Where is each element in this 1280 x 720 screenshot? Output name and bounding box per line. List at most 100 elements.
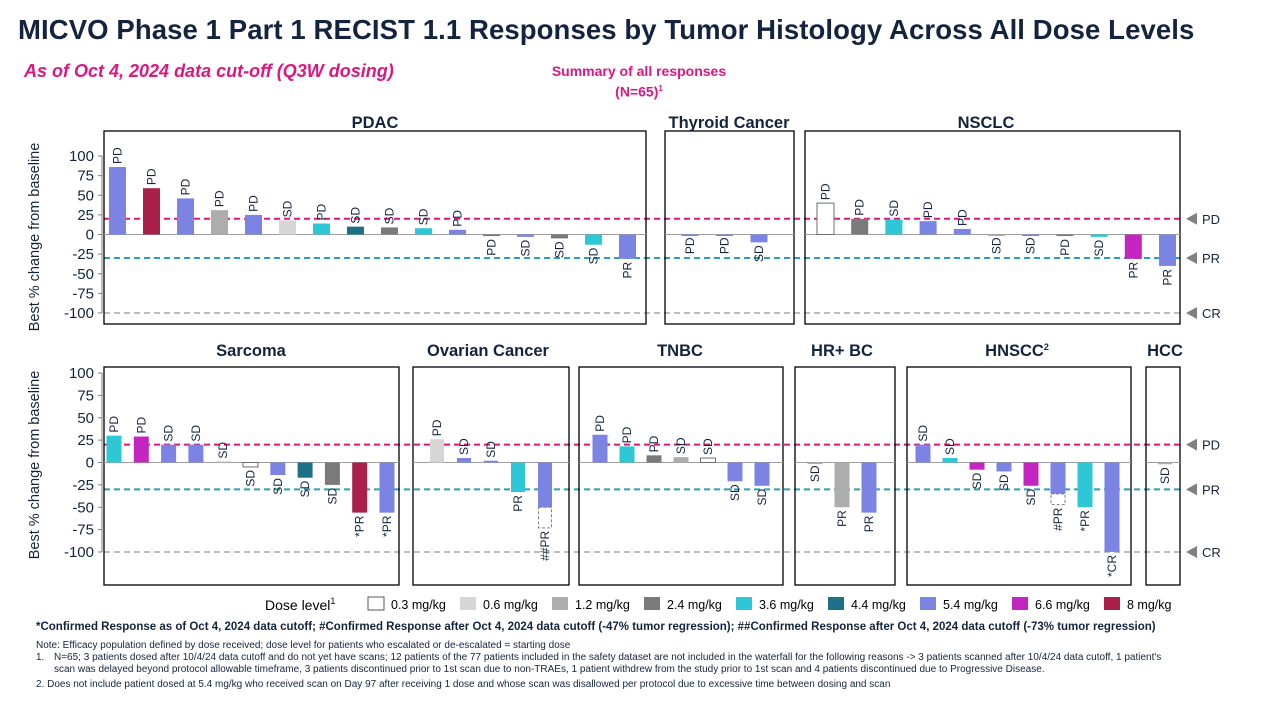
waterfall-bar	[106, 435, 122, 463]
panel-title: NSCLC	[958, 114, 1015, 132]
waterfall-bar	[1050, 462, 1066, 494]
bar-response-label: #PR	[1051, 507, 1065, 531]
y-axis-title: Best % change from baseline	[27, 371, 43, 560]
waterfall-bar	[211, 210, 228, 235]
legend-label: 2.4 mg/kg	[667, 598, 722, 612]
bar-response-label: SD	[244, 470, 258, 487]
bar-response-label: SD	[1092, 240, 1106, 257]
y-tick-label: 25	[77, 432, 94, 449]
bar-response-label: SD	[943, 438, 957, 455]
bar-response-label: PR	[1161, 269, 1175, 286]
waterfall-bar	[619, 446, 635, 463]
waterfall-bar	[177, 198, 194, 235]
note-2: 2. Does not include patient dosed at 5.4…	[36, 679, 891, 690]
panel-frame	[794, 366, 896, 586]
summary-line1: Summary of all responses	[551, 63, 727, 79]
waterfall-bar	[242, 462, 259, 468]
bar-response-label: *PR	[353, 515, 367, 537]
waterfall-bar	[324, 462, 340, 485]
waterfall-bar	[381, 227, 398, 235]
threshold-arrow-icon	[1186, 252, 1197, 265]
threshold-arrow-icon	[1186, 483, 1197, 496]
threshold-arrow-icon	[1186, 438, 1197, 451]
waterfall-bar	[133, 436, 149, 463]
threshold-label-pd: PD	[1202, 212, 1220, 227]
note-1-number: 1.	[36, 652, 45, 663]
waterfall-bar	[245, 214, 262, 235]
page-title: MICVO Phase 1 Part 1 RECIST 1.1 Response…	[18, 14, 1195, 45]
bar-response-label: SD	[970, 472, 984, 489]
legend-label: 1.2 mg/kg	[575, 598, 630, 612]
y-tick-label: 100	[69, 365, 94, 382]
bar-response-label: PD	[430, 419, 444, 436]
bar-response-label: SD	[752, 245, 766, 262]
bar-response-label: PR	[862, 515, 876, 532]
waterfall-bar	[915, 444, 931, 463]
waterfall-bar	[592, 434, 608, 463]
threshold-label-pr: PR	[1202, 482, 1220, 497]
legend-swatch	[367, 596, 385, 611]
bar-response-label: SD	[349, 207, 363, 224]
bar-response-label: PR	[1126, 262, 1140, 279]
bar-response-label: SD	[271, 478, 285, 495]
bar-response-label: SD	[808, 465, 822, 482]
bar-response-label: PD	[718, 237, 732, 254]
legend-swatch	[920, 597, 936, 610]
waterfall-bar	[851, 218, 869, 235]
y-tick-label: 25	[77, 207, 94, 224]
legend-swatch	[552, 597, 568, 610]
bar-response-label: PD	[179, 178, 193, 195]
bar-response-label: PR	[835, 510, 849, 527]
waterfall-bar	[885, 219, 903, 235]
waterfall-bar	[969, 462, 985, 470]
bar-response-label: SD	[587, 247, 601, 264]
note-1-text: N=65; 3 patients dosed after 10/4/24 dat…	[54, 652, 1162, 675]
bar-response-label: PD	[819, 183, 833, 200]
summary-label: Summary of all responses (N=65)1	[520, 63, 758, 101]
panel-title-footnote-ref: 2	[1044, 342, 1049, 352]
legend-swatch	[828, 597, 844, 610]
waterfall-bar	[1104, 462, 1120, 552]
confirmed-response-footnote: *Confirmed Response as of Oct 4, 2024 da…	[36, 621, 1156, 633]
waterfall-bar	[988, 234, 1005, 236]
threshold-label-cr: CR	[1202, 306, 1221, 321]
waterfall-bar	[270, 462, 286, 476]
bar-response-label: PD	[315, 204, 329, 221]
y-tick-label: -100	[64, 544, 94, 561]
bar-response-label: SD	[162, 425, 176, 442]
waterfall-bar	[861, 462, 877, 513]
bar-response-label: SD	[990, 237, 1004, 254]
panel-frame	[103, 130, 647, 325]
summary-line2: (N=65)1	[520, 80, 758, 101]
notes-block: Note: Efficacy population defined by dos…	[36, 640, 1216, 691]
bar-response-label: *PR	[1078, 510, 1092, 532]
panel-frame	[804, 130, 1181, 325]
bar-response-label: SD	[701, 438, 715, 455]
bar-response-label: ##PR	[538, 531, 552, 561]
waterfall-bar	[716, 234, 733, 236]
waterfall-bar	[1056, 234, 1074, 237]
waterfall-bar	[484, 460, 498, 463]
bar-response-label: SD	[887, 200, 901, 217]
legend-swatch	[644, 597, 660, 610]
threshold-label-cr: CR	[1202, 545, 1221, 560]
waterfall-bar	[700, 457, 716, 463]
bar-response-label: SD	[216, 442, 230, 459]
waterfall-bar	[585, 234, 602, 245]
panel-title: Sarcoma	[216, 342, 287, 360]
bar-response-label: SD	[383, 207, 397, 224]
bar-response-label: PD	[593, 415, 607, 432]
threshold-label-pr: PR	[1202, 251, 1220, 266]
summary-footnote-ref: 1	[658, 84, 663, 93]
bar-response-label: PD	[213, 190, 227, 207]
legend-swatch	[460, 597, 476, 610]
waterfall-bar	[1124, 234, 1142, 259]
bar-response-label: SD	[484, 441, 498, 458]
panel-frame	[103, 366, 400, 586]
waterfall-bar	[754, 462, 770, 486]
bar-response-label: PD	[451, 210, 465, 227]
waterfall-bar	[188, 444, 204, 463]
waterfall-bar	[727, 462, 743, 482]
waterfall-bar	[347, 226, 364, 235]
